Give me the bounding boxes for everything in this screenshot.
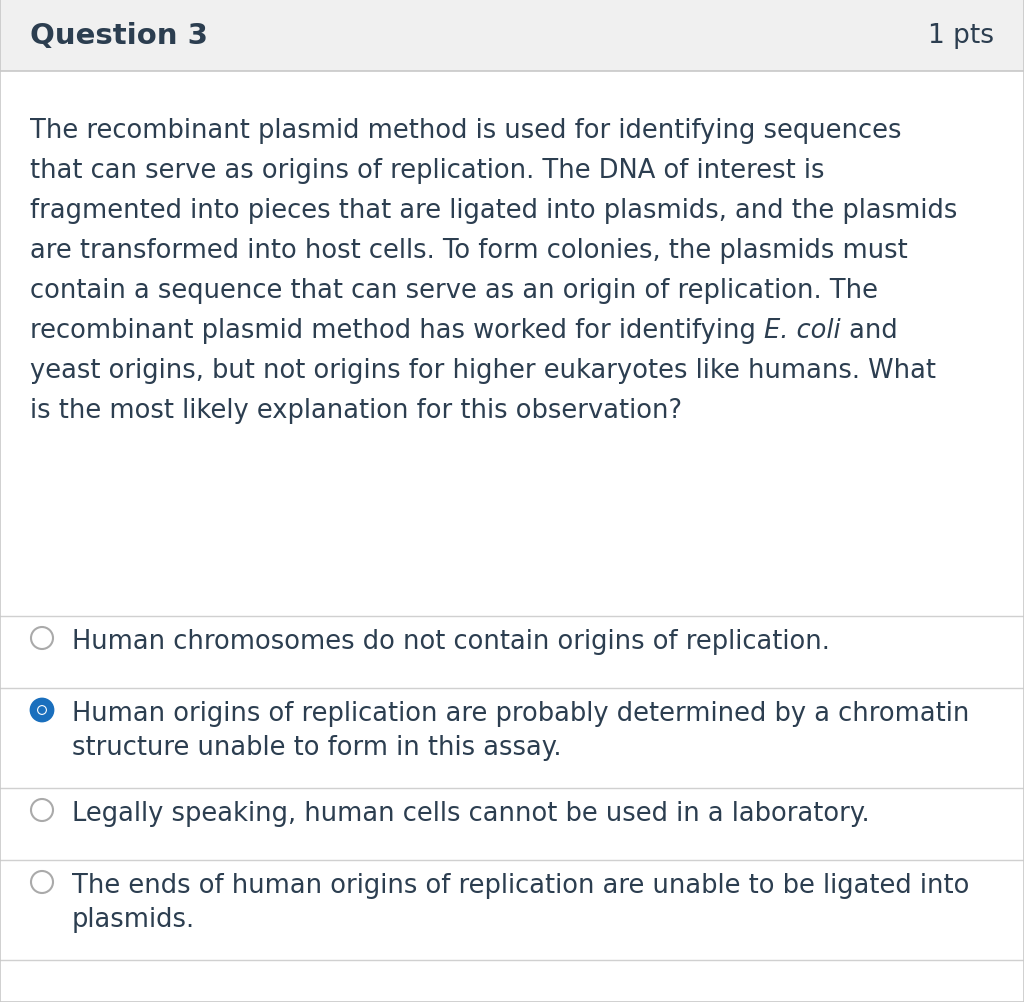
Text: fragmented into pieces that are ligated into plasmids, and the plasmids: fragmented into pieces that are ligated … (30, 197, 957, 223)
Text: The ends of human origins of replication are unable to be ligated into: The ends of human origins of replication… (72, 872, 970, 898)
Text: plasmids.: plasmids. (72, 906, 196, 932)
Text: Human chromosomes do not contain origins of replication.: Human chromosomes do not contain origins… (72, 628, 829, 654)
Text: Legally speaking, human cells cannot be used in a laboratory.: Legally speaking, human cells cannot be … (72, 801, 869, 827)
Text: recombinant plasmid method has worked for identifying: recombinant plasmid method has worked fo… (30, 318, 764, 344)
Text: 1 pts: 1 pts (928, 23, 994, 49)
Text: and: and (841, 318, 897, 344)
Circle shape (31, 800, 53, 822)
Text: The recombinant plasmid method is used for identifying sequences: The recombinant plasmid method is used f… (30, 118, 901, 144)
Text: E. coli: E. coli (764, 318, 841, 344)
Text: Question 3: Question 3 (30, 22, 208, 50)
Circle shape (31, 871, 53, 893)
Circle shape (31, 627, 53, 649)
Text: structure unable to form in this assay.: structure unable to form in this assay. (72, 734, 561, 761)
Text: Human origins of replication are probably determined by a chromatin: Human origins of replication are probabl… (72, 700, 970, 726)
Text: is the most likely explanation for this observation?: is the most likely explanation for this … (30, 398, 682, 424)
Text: are transformed into host cells. To form colonies, the plasmids must: are transformed into host cells. To form… (30, 237, 907, 264)
Text: contain a sequence that can serve as an origin of replication. The: contain a sequence that can serve as an … (30, 278, 878, 304)
Circle shape (37, 705, 47, 715)
Bar (0, 0, 1024, 72)
Text: that can serve as origins of replication. The DNA of interest is: that can serve as origins of replication… (30, 158, 824, 183)
Circle shape (31, 699, 53, 721)
Text: yeast origins, but not origins for higher eukaryotes like humans. What: yeast origins, but not origins for highe… (30, 358, 936, 384)
Circle shape (38, 706, 46, 714)
